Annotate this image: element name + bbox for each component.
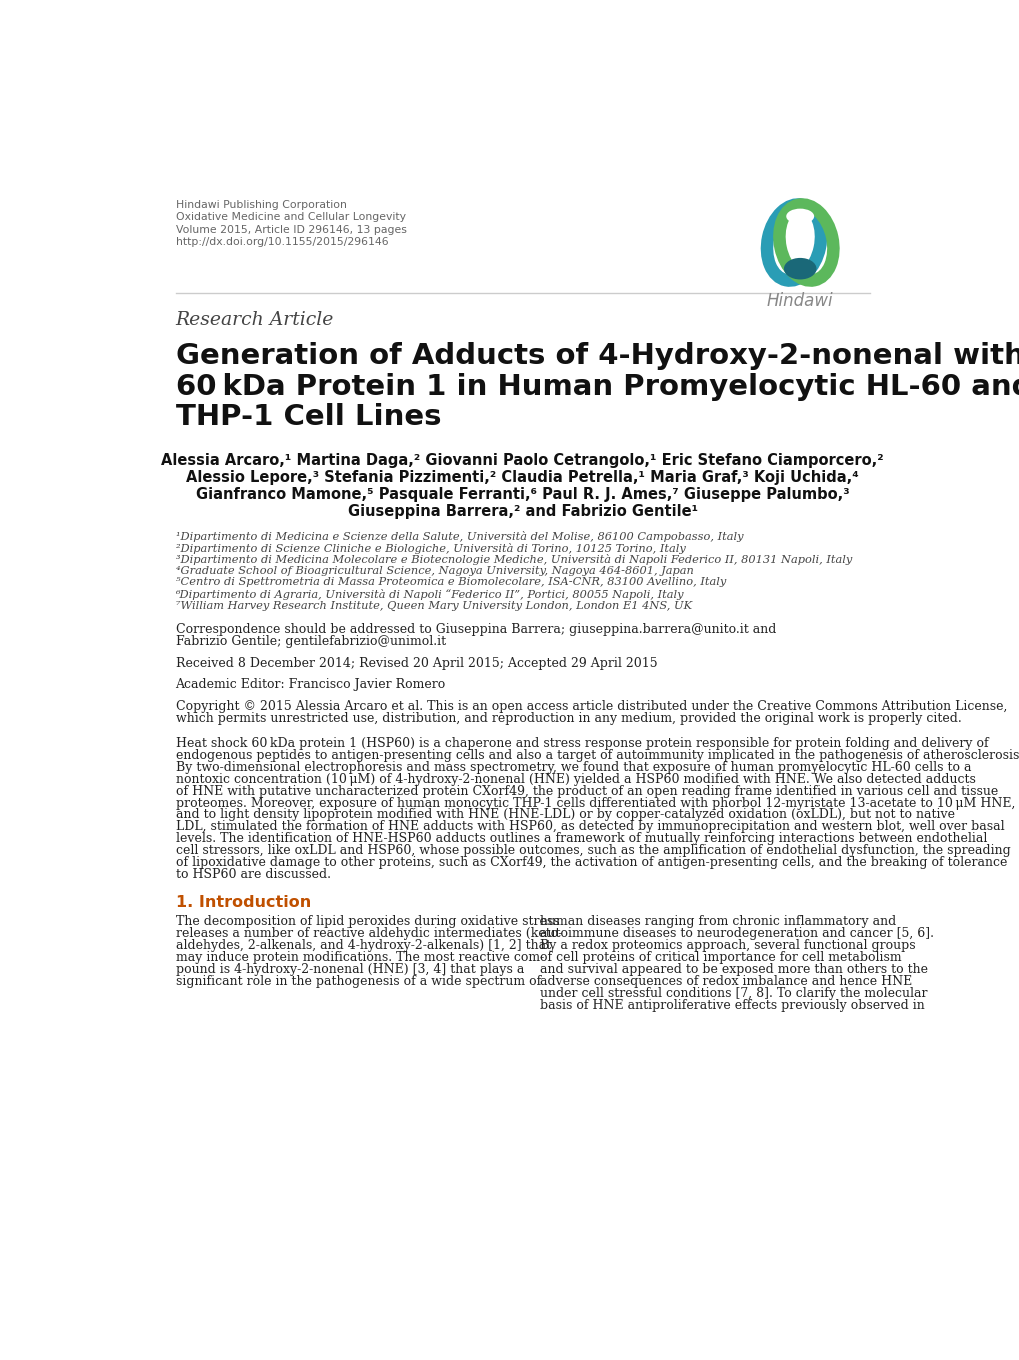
Text: releases a number of reactive aldehydic intermediates (keto-: releases a number of reactive aldehydic … [175, 928, 561, 940]
Text: basis of HNE antiproliferative effects previously observed in: basis of HNE antiproliferative effects p… [539, 1000, 923, 1012]
Text: of HNE with putative uncharacterized protein CXorf49, the product of an open rea: of HNE with putative uncharacterized pro… [175, 785, 997, 797]
Text: and to light density lipoprotein modified with HNE (HNE-LDL) or by copper-cataly: and to light density lipoprotein modifie… [175, 808, 954, 821]
Text: Fabrizio Gentile; gentilefabrizio@unimol.it: Fabrizio Gentile; gentilefabrizio@unimol… [175, 635, 445, 649]
Text: Giuseppina Barrera,² and Fabrizio Gentile¹: Giuseppina Barrera,² and Fabrizio Gentil… [347, 503, 697, 518]
Text: ²Dipartimento di Scienze Cliniche e Biologiche, Università di Torino, 10125 Tori: ²Dipartimento di Scienze Cliniche e Biol… [175, 543, 685, 554]
Text: levels. The identification of HNE-HSP60 adducts outlines a framework of mutually: levels. The identification of HNE-HSP60 … [175, 832, 986, 846]
Text: which permits unrestricted use, distribution, and reproduction in any medium, pr: which permits unrestricted use, distribu… [175, 713, 960, 725]
Text: of lipoxidative damage to other proteins, such as CXorf49, the activation of ant: of lipoxidative damage to other proteins… [175, 857, 1006, 869]
Text: Hindawi: Hindawi [766, 292, 833, 310]
Ellipse shape [784, 258, 815, 279]
Text: under cell stressful conditions [7, 8]. To clarify the molecular: under cell stressful conditions [7, 8]. … [539, 987, 926, 1000]
Text: cell stressors, like oxLDL and HSP60, whose possible outcomes, such as the ampli: cell stressors, like oxLDL and HSP60, wh… [175, 845, 1009, 857]
Text: 1. Introduction: 1. Introduction [175, 895, 311, 910]
Text: By a redox proteomics approach, several functional groups: By a redox proteomics approach, several … [539, 940, 914, 952]
Text: Gianfranco Mamone,⁵ Pasquale Ferranti,⁶ Paul R. J. Ames,⁷ Giuseppe Palumbo,³: Gianfranco Mamone,⁵ Pasquale Ferranti,⁶ … [196, 487, 849, 502]
Text: ⁵Centro di Spettrometria di Massa Proteomica e Biomolecolare, ISA-CNR, 83100 Ave: ⁵Centro di Spettrometria di Massa Proteo… [175, 578, 726, 588]
Text: Hindawi Publishing Corporation: Hindawi Publishing Corporation [175, 200, 346, 211]
Text: By two-dimensional electrophoresis and mass spectrometry, we found that exposure: By two-dimensional electrophoresis and m… [175, 760, 970, 774]
Text: Received 8 December 2014; Revised 20 April 2015; Accepted 29 April 2015: Received 8 December 2014; Revised 20 Apr… [175, 657, 656, 669]
Text: Volume 2015, Article ID 296146, 13 pages: Volume 2015, Article ID 296146, 13 pages [175, 224, 406, 235]
Text: Academic Editor: Francisco Javier Romero: Academic Editor: Francisco Javier Romero [175, 679, 445, 691]
Text: ⁷William Harvey Research Institute, Queen Mary University London, London E1 4NS,: ⁷William Harvey Research Institute, Quee… [175, 601, 691, 611]
Text: Research Article: Research Article [175, 311, 333, 329]
Text: Copyright © 2015 Alessia Arcaro et al. This is an open access article distribute: Copyright © 2015 Alessia Arcaro et al. T… [175, 700, 1006, 713]
Text: adverse consequences of redox imbalance and hence HNE: adverse consequences of redox imbalance … [539, 975, 911, 989]
Text: The decomposition of lipid peroxides during oxidative stress: The decomposition of lipid peroxides dur… [175, 915, 558, 929]
Text: ⁴Graduate School of Bioagricultural Science, Nagoya University, Nagoya 464-8601,: ⁴Graduate School of Bioagricultural Scie… [175, 566, 693, 575]
Text: endogenous peptides to antigen-presenting cells and also a target of autoimmunit: endogenous peptides to antigen-presentin… [175, 749, 1019, 762]
Text: 60 kDa Protein 1 in Human Promyelocytic HL-60 and Monocytic: 60 kDa Protein 1 in Human Promyelocytic … [175, 373, 1019, 401]
Text: LDL, stimulated the formation of HNE adducts with HSP60, as detected by immunopr: LDL, stimulated the formation of HNE add… [175, 820, 1003, 834]
Text: to HSP60 are discussed.: to HSP60 are discussed. [175, 868, 330, 881]
Text: Alessio Lepore,³ Stefania Pizzimenti,² Claudia Petrella,¹ Maria Graf,³ Koji Uchi: Alessio Lepore,³ Stefania Pizzimenti,² C… [186, 469, 858, 484]
Text: proteomes. Moreover, exposure of human monocytic THP-1 cells differentiated with: proteomes. Moreover, exposure of human m… [175, 797, 1014, 809]
Text: THP-1 Cell Lines: THP-1 Cell Lines [175, 404, 440, 431]
Text: significant role in the pathogenesis of a wide spectrum of: significant role in the pathogenesis of … [175, 975, 540, 989]
Text: Generation of Adducts of 4-Hydroxy-2-nonenal with Heat Shock: Generation of Adducts of 4-Hydroxy-2-non… [175, 341, 1019, 370]
Text: and survival appeared to be exposed more than others to the: and survival appeared to be exposed more… [539, 963, 927, 976]
Text: Oxidative Medicine and Cellular Longevity: Oxidative Medicine and Cellular Longevit… [175, 212, 406, 223]
Text: Correspondence should be addressed to Giuseppina Barrera; giuseppina.barrera@uni: Correspondence should be addressed to Gi… [175, 623, 775, 636]
Ellipse shape [786, 208, 813, 224]
Text: autoimmune diseases to neurodegeneration and cancer [5, 6].: autoimmune diseases to neurodegeneration… [539, 928, 932, 940]
Text: Heat shock 60 kDa protein 1 (HSP60) is a chaperone and stress response protein r: Heat shock 60 kDa protein 1 (HSP60) is a… [175, 737, 987, 749]
Text: may induce protein modifications. The most reactive com-: may induce protein modifications. The mo… [175, 951, 543, 964]
Text: pound is 4-hydroxy-2-nonenal (HNE) [3, 4] that plays a: pound is 4-hydroxy-2-nonenal (HNE) [3, 4… [175, 963, 524, 976]
Text: ⁶Dipartimento di Agraria, Università di Napoli “Federico II”, Portici, 80055 Nap: ⁶Dipartimento di Agraria, Università di … [175, 589, 684, 600]
Text: nontoxic concentration (10 μM) of 4-hydroxy-2-nonenal (HNE) yielded a HSP60 modi: nontoxic concentration (10 μM) of 4-hydr… [175, 772, 974, 786]
Text: Alessia Arcaro,¹ Martina Daga,² Giovanni Paolo Cetrangolo,¹ Eric Stefano Ciampor: Alessia Arcaro,¹ Martina Daga,² Giovanni… [161, 453, 883, 468]
Text: human diseases ranging from chronic inflammatory and: human diseases ranging from chronic infl… [539, 915, 895, 929]
Text: aldehydes, 2-alkenals, and 4-hydroxy-2-alkenals) [1, 2] that: aldehydes, 2-alkenals, and 4-hydroxy-2-a… [175, 940, 550, 952]
Text: of cell proteins of critical importance for cell metabolism: of cell proteins of critical importance … [539, 951, 901, 964]
Text: ³Dipartimento di Medicina Molecolare e Biotecnologie Mediche, Università di Napo: ³Dipartimento di Medicina Molecolare e B… [175, 555, 851, 566]
Text: ¹Dipartimento di Medicina e Scienze della Salute, Università del Molise, 86100 C: ¹Dipartimento di Medicina e Scienze dell… [175, 532, 742, 543]
Text: http://dx.doi.org/10.1155/2015/296146: http://dx.doi.org/10.1155/2015/296146 [175, 237, 388, 248]
